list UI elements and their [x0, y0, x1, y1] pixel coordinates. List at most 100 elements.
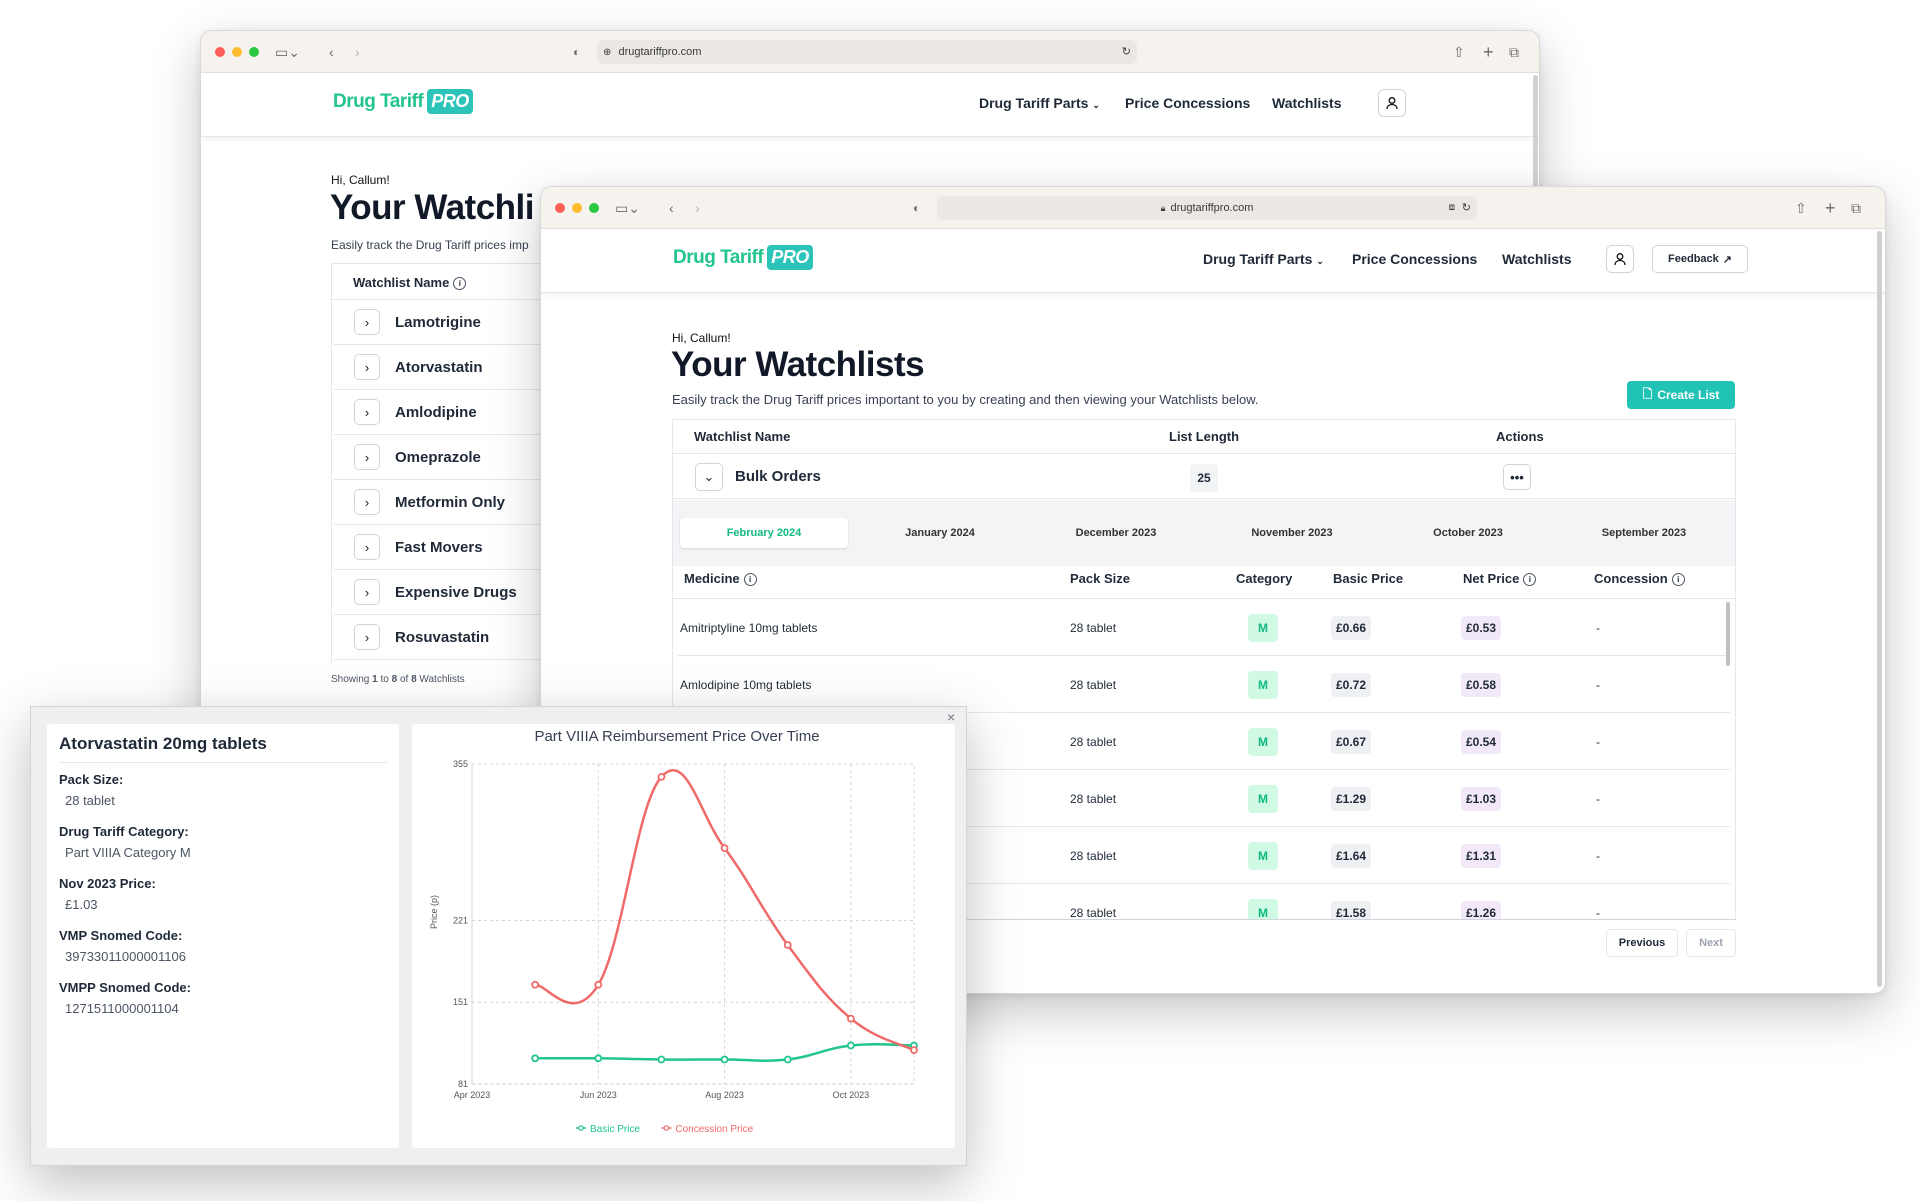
table-row[interactable]: 28 tablet M £0.67 £0.54 - — [678, 713, 1730, 770]
data-point[interactable] — [910, 1046, 918, 1055]
zoom-window-button[interactable] — [249, 47, 259, 57]
nav-price-concessions[interactable]: Price Concessions — [1352, 251, 1478, 267]
reload-icon[interactable]: ↻ — [1121, 46, 1131, 58]
forward-arrow-icon[interactable]: › — [355, 44, 360, 60]
watchlist-row[interactable]: › Omeprazole — [334, 435, 574, 480]
next-page-button[interactable]: Next — [1686, 929, 1736, 957]
create-list-button[interactable]: 🗋︎ Create List — [1627, 381, 1735, 409]
nav-drug-tariff-parts[interactable]: Drug Tariff Parts ⌄ — [979, 95, 1100, 111]
feedback-button[interactable]: Feedback ↗ — [1652, 245, 1748, 273]
watchlist-row[interactable]: › Fast Movers — [334, 525, 574, 570]
legend-label[interactable]: Concession Price — [675, 1124, 753, 1135]
share-icon[interactable]: ⇧ — [1795, 200, 1807, 216]
table-row[interactable]: 28 tablet M £1.29 £1.03 - — [678, 770, 1730, 827]
table-scrollbar[interactable] — [1726, 602, 1730, 666]
tab-january-2024[interactable]: January 2024 — [905, 527, 975, 539]
privacy-shield-icon[interactable]: ◐ — [913, 201, 921, 215]
previous-page-button[interactable]: Previous — [1606, 929, 1678, 957]
data-point[interactable] — [783, 1055, 792, 1064]
tab-overview-icon[interactable]: ⧉ — [1851, 200, 1861, 216]
data-point[interactable] — [531, 980, 540, 989]
sidebar-toggle-icon[interactable]: ▭⌄ — [275, 44, 300, 60]
share-icon[interactable]: ⇧ — [1453, 44, 1465, 60]
info-icon[interactable]: i — [453, 277, 467, 291]
zoom-window-button[interactable] — [589, 203, 599, 213]
chevron-right-icon[interactable]: › — [354, 624, 380, 650]
legend-marker — [578, 1125, 584, 1131]
watchlist-row[interactable]: › Rosuvastatin — [334, 615, 574, 660]
chevron-right-icon[interactable]: › — [354, 399, 380, 425]
user-account-button[interactable] — [1606, 245, 1634, 273]
watchlist-row[interactable]: › Lamotrigine — [334, 300, 574, 345]
chevron-right-icon[interactable]: › — [354, 579, 380, 605]
address-bar[interactable]: ⊕ drugtariffpro.com ↻ — [597, 40, 1137, 64]
table-row[interactable]: 28 tablet M £1.58 £1.26 - — [678, 884, 1730, 920]
table-row[interactable]: Amlodipine 10mg tablets 28 tablet M £0.7… — [678, 656, 1730, 713]
back-arrow-icon[interactable]: ‹ — [669, 200, 674, 216]
user-account-button[interactable] — [1378, 89, 1406, 117]
tab-december-2023[interactable]: December 2023 — [1075, 527, 1157, 539]
page-title: Your Watchlists — [671, 345, 925, 384]
chart-legend: Basic Price Concession Price — [576, 1124, 754, 1135]
data-point[interactable] — [594, 1054, 603, 1063]
watchlist-row[interactable]: › Expensive Drugs — [334, 570, 574, 615]
table-row[interactable]: Amitriptyline 10mg tablets 28 tablet M £… — [678, 599, 1730, 656]
nav-price-concessions[interactable]: Price Concessions — [1125, 95, 1251, 111]
browser-toolbar: ▭⌄ ‹ › ◐ ⊕ drugtariffpro.com ↻ ⇧ + ⧉ — [201, 31, 1539, 73]
watchlist-row-expanded[interactable]: ⌄ Bulk Orders 25 ••• — [672, 454, 1736, 499]
info-icon[interactable]: i — [1671, 573, 1685, 587]
tab-september-2023[interactable]: September 2023 — [1601, 527, 1687, 539]
data-point[interactable] — [657, 772, 666, 781]
concession-value: - — [1596, 791, 1600, 806]
nav-drug-tariff-parts[interactable]: Drug Tariff Parts ⌄ — [1203, 251, 1324, 267]
data-point[interactable] — [720, 844, 729, 852]
chevron-right-icon[interactable]: › — [354, 444, 380, 470]
more-actions-button[interactable]: ••• — [1503, 464, 1531, 490]
chevron-right-icon[interactable]: › — [354, 309, 380, 335]
data-point[interactable] — [657, 1055, 666, 1064]
minimize-window-button[interactable] — [232, 47, 242, 57]
data-point[interactable] — [531, 1054, 540, 1063]
brand-logo[interactable]: Drug Tariff PRO — [333, 89, 473, 114]
tab-november-2023[interactable]: November 2023 — [1251, 527, 1333, 539]
watchlist-row[interactable]: › Amlodipine — [334, 390, 574, 435]
address-bar[interactable]: 🔒︎ drugtariffpro.com ⧈ ↻ — [937, 196, 1477, 220]
sidebar-toggle-icon[interactable]: ▭⌄ — [615, 200, 640, 216]
new-tab-icon[interactable]: + — [1825, 198, 1836, 218]
watchlist-row[interactable]: › Metformin Only — [334, 480, 574, 525]
reload-icon[interactable]: ↻ — [1461, 202, 1471, 214]
new-tab-icon[interactable]: + — [1483, 42, 1494, 62]
privacy-shield-icon[interactable]: ◐ — [573, 45, 581, 59]
data-point[interactable] — [846, 1041, 855, 1050]
data-point[interactable] — [846, 1014, 855, 1023]
info-icon[interactable]: i — [1523, 573, 1537, 587]
close-window-button[interactable] — [215, 47, 225, 57]
category-badge: M — [1248, 670, 1278, 699]
tab-overview-icon[interactable]: ⧉ — [1509, 44, 1519, 60]
chevron-right-icon[interactable]: › — [354, 534, 380, 560]
nav-watchlists[interactable]: Watchlists — [1272, 95, 1342, 111]
data-point[interactable] — [594, 980, 603, 989]
close-window-button[interactable] — [555, 203, 565, 213]
info-icon[interactable]: i — [743, 573, 757, 587]
legend-label[interactable]: Basic Price — [590, 1124, 640, 1135]
th-basic-price: Basic Price — [1333, 571, 1404, 586]
translate-icon[interactable]: ⧈ — [1448, 202, 1455, 213]
close-icon[interactable]: × — [947, 709, 956, 725]
chevron-right-icon[interactable]: › — [354, 489, 380, 515]
nav-watchlists[interactable]: Watchlists — [1502, 251, 1572, 267]
brand-logo[interactable]: Drug Tariff PRO — [673, 245, 813, 270]
minimize-window-button[interactable] — [572, 203, 582, 213]
chevron-right-icon[interactable]: › — [354, 354, 380, 380]
chevron-down-icon[interactable]: ⌄ — [695, 463, 723, 491]
data-point[interactable] — [720, 1055, 729, 1064]
watchlist-name: Rosuvastatin — [395, 628, 490, 646]
data-point[interactable] — [783, 941, 792, 949]
tab-february-2024[interactable]: February 2024 — [680, 518, 848, 548]
page-scrollbar[interactable] — [1877, 231, 1882, 987]
forward-arrow-icon[interactable]: › — [695, 200, 700, 216]
table-row[interactable]: 28 tablet M £1.64 £1.31 - — [678, 827, 1730, 884]
tab-october-2023[interactable]: October 2023 — [1433, 527, 1503, 539]
back-arrow-icon[interactable]: ‹ — [329, 44, 334, 60]
watchlist-row[interactable]: › Atorvastatin — [334, 345, 574, 390]
